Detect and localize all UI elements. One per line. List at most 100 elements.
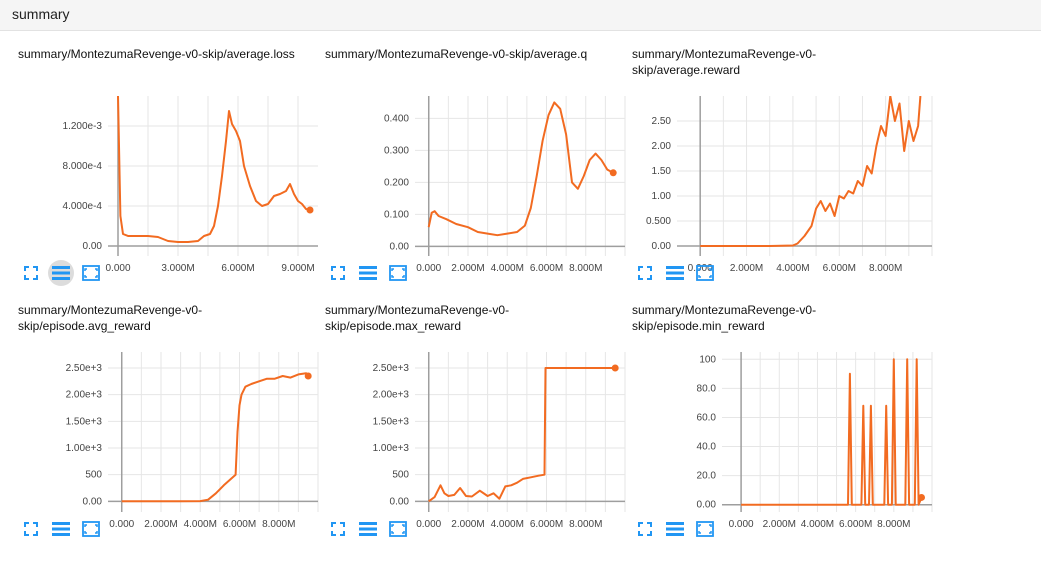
toggle-log-scale-button[interactable]	[662, 516, 688, 542]
chart-title: summary/MontezumaRevenge-v0-skip/average…	[18, 46, 318, 62]
chart-title-line: skip/episode.max_reward	[325, 319, 462, 333]
x-tick-label: 2.000M	[144, 519, 177, 530]
chart-toolbar	[325, 260, 435, 284]
toggle-log-scale-button[interactable]	[662, 260, 688, 286]
fit-domain-button[interactable]	[385, 516, 411, 542]
y-tick-label: 20.0	[697, 471, 717, 482]
y-tick-label: 2.00e+3	[373, 390, 410, 401]
expand-button[interactable]	[325, 516, 351, 542]
x-tick-label: 3.000M	[161, 263, 194, 274]
list-icon	[359, 266, 377, 280]
x-tick-label: 6.000M	[839, 519, 872, 530]
x-tick-label: 6.000M	[823, 263, 856, 274]
chart-title: summary/MontezumaRevenge-v0- skip/episode…	[18, 302, 318, 334]
chart-toolbar	[632, 260, 742, 284]
toggle-log-scale-button[interactable]	[355, 516, 381, 542]
chart-card: summary/MontezumaRevenge-v0-skip/average…	[18, 46, 323, 306]
chart-title-line: summary/MontezumaRevenge-v0-skip/average…	[18, 47, 295, 61]
chart-card: summary/MontezumaRevenge-v0-skip/average…	[632, 46, 937, 306]
y-tick-label: 8.000e-4	[63, 161, 103, 172]
fit-domain-icon	[389, 265, 407, 281]
y-tick-label: 0.100	[384, 209, 409, 220]
x-tick-label: 6.000M	[530, 263, 563, 274]
fit-domain-icon	[696, 521, 714, 537]
chart-plot[interactable]: 0.00 4.000e-4 8.000e-4 1.200e-3 0.000 3.000M 6…	[18, 86, 328, 291]
x-tick-label: 8.000M	[569, 519, 602, 530]
y-tick-label: 100	[699, 354, 716, 365]
x-tick-label: 4.000M	[776, 263, 809, 274]
x-tick-label: 4.000M	[491, 519, 524, 530]
chart-title: summary/MontezumaRevenge-v0- skip/episode…	[632, 302, 932, 334]
chart-plot[interactable]: 0.00 0.100 0.200 0.300 0.400 0.000 2.000M 4.000…	[325, 86, 635, 291]
y-tick-label: 2.50	[652, 116, 672, 127]
expand-icon	[638, 266, 652, 280]
expand-icon	[24, 266, 38, 280]
y-tick-label: 500	[392, 470, 409, 481]
x-tick-label: 0.000	[416, 263, 441, 274]
x-tick-label: 8.000M	[262, 519, 295, 530]
y-tick-label: 0.200	[384, 177, 409, 188]
chart-title-line: skip/episode.avg_reward	[18, 319, 151, 333]
y-tick-label: 0.500	[646, 216, 671, 227]
x-tick-label: 8.000M	[877, 519, 910, 530]
series-line	[700, 96, 922, 247]
chart-toolbar	[632, 516, 742, 540]
expand-button[interactable]	[632, 516, 658, 542]
y-tick-label: 0.400	[384, 113, 409, 124]
x-tick-label: 0.000	[416, 519, 441, 530]
list-icon	[52, 266, 70, 280]
y-tick-label: 2.00e+3	[66, 390, 103, 401]
y-tick-label: 0.00	[83, 496, 103, 507]
toggle-log-scale-button[interactable]	[48, 516, 74, 542]
fit-domain-button[interactable]	[78, 516, 104, 542]
y-tick-label: 0.00	[390, 241, 410, 252]
x-tick-label: 0.000	[105, 263, 130, 274]
series-end-marker	[918, 493, 925, 501]
series-end-marker	[306, 206, 314, 214]
y-tick-label: 1.00e+3	[373, 443, 410, 454]
fit-domain-button[interactable]	[692, 260, 718, 286]
y-tick-label: 1.50e+3	[373, 416, 410, 427]
series-end-marker	[611, 364, 619, 372]
fit-domain-button[interactable]	[692, 516, 718, 542]
y-tick-label: 2.50e+3	[66, 363, 103, 374]
x-tick-label: 0.000	[109, 519, 134, 530]
chart-title-line: summary/MontezumaRevenge-v0-	[325, 303, 510, 317]
list-icon	[666, 266, 684, 280]
fit-domain-icon	[389, 521, 407, 537]
chart-card: summary/MontezumaRevenge-v0- skip/episode…	[325, 302, 630, 562]
fit-domain-button[interactable]	[385, 260, 411, 286]
y-tick-label: 0.00	[652, 241, 672, 252]
expand-button[interactable]	[18, 516, 44, 542]
x-tick-label: 4.000M	[801, 519, 834, 530]
y-tick-label: 0.00	[697, 500, 717, 511]
x-tick-label: 2.000M	[763, 519, 796, 530]
y-tick-label: 60.0	[697, 412, 717, 423]
list-icon	[666, 522, 684, 536]
fit-domain-icon	[82, 521, 100, 537]
chart-toolbar	[325, 516, 435, 540]
chart-title-line: skip/average.reward	[632, 63, 741, 77]
chart-plot[interactable]: 0.00 500 1.00e+3 1.50e+3 2.00e+3 2.50e+3 0.000…	[325, 342, 635, 547]
series-line	[427, 101, 614, 237]
y-tick-label: 1.50	[652, 166, 672, 177]
expand-button[interactable]	[325, 260, 351, 286]
chart-card: summary/MontezumaRevenge-v0- skip/episode…	[632, 302, 937, 562]
toggle-log-scale-button[interactable]	[48, 260, 74, 286]
series-end-marker	[609, 169, 617, 177]
series-line	[121, 372, 310, 503]
expand-button[interactable]	[18, 260, 44, 286]
y-tick-label: 4.000e-4	[63, 201, 103, 212]
x-tick-label: 8.000M	[869, 263, 902, 274]
x-tick-label: 6.000M	[221, 263, 254, 274]
expand-icon	[331, 522, 345, 536]
expand-button[interactable]	[632, 260, 658, 286]
x-tick-label: 8.000M	[569, 263, 602, 274]
fit-domain-button[interactable]	[78, 260, 104, 286]
chart-plot[interactable]: 0.00 20.0 40.0 60.0 80.0 100 0.000 2.000M 4.000M…	[632, 342, 942, 547]
toggle-log-scale-button[interactable]	[355, 260, 381, 286]
chart-plot[interactable]: 0.00 500 1.00e+3 1.50e+3 2.00e+3 2.50e+3 0.000…	[18, 342, 328, 547]
chart-title: summary/MontezumaRevenge-v0-skip/average…	[325, 46, 625, 62]
chart-card: summary/MontezumaRevenge-v0- skip/episode…	[18, 302, 323, 562]
